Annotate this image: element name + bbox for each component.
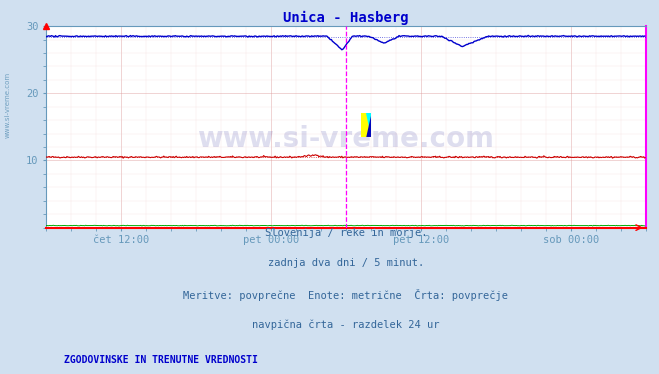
Text: Slovenija / reke in morje.: Slovenija / reke in morje.	[265, 228, 427, 237]
Text: www.si-vreme.com: www.si-vreme.com	[198, 125, 494, 153]
Polygon shape	[366, 113, 371, 137]
Text: Meritve: povprečne  Enote: metrične  Črta: povprečje: Meritve: povprečne Enote: metrične Črta:…	[183, 289, 509, 301]
Text: www.si-vreme.com: www.si-vreme.com	[5, 72, 11, 138]
Text: ZGODOVINSKE IN TRENUTNE VREDNOSTI: ZGODOVINSKE IN TRENUTNE VREDNOSTI	[64, 355, 258, 365]
Title: Unica - Hasberg: Unica - Hasberg	[283, 11, 409, 25]
Polygon shape	[366, 116, 371, 137]
Bar	[360, 113, 366, 137]
Text: zadnja dva dni / 5 minut.: zadnja dva dni / 5 minut.	[268, 258, 424, 268]
Bar	[360, 113, 371, 137]
Text: navpična črta - razdelek 24 ur: navpična črta - razdelek 24 ur	[252, 319, 440, 330]
